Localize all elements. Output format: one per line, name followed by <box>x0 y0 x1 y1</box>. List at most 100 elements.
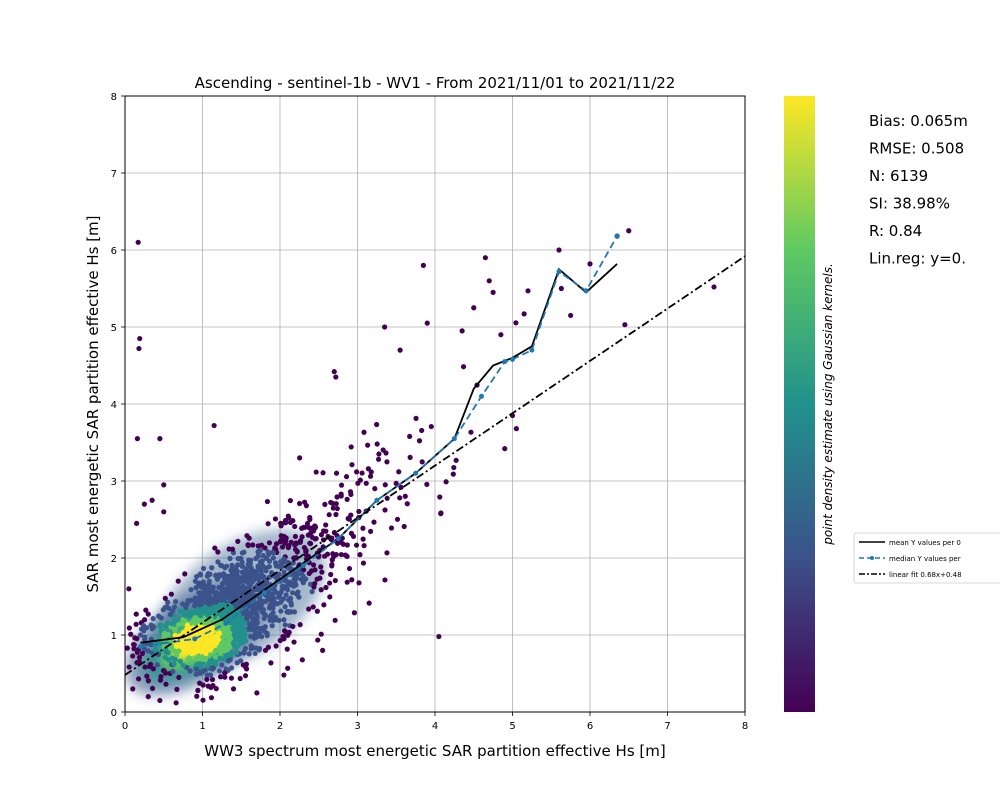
scatter-point <box>291 576 297 582</box>
scatter-point <box>326 512 332 518</box>
scatter-point <box>282 604 288 610</box>
scatter-point <box>282 622 288 628</box>
scatter-point <box>322 501 328 507</box>
scatter-point <box>322 553 328 559</box>
scatter-point <box>213 659 219 665</box>
scatter-point <box>265 521 271 527</box>
median-marker <box>374 497 380 503</box>
scatter-point <box>225 574 231 581</box>
median-marker <box>192 636 198 642</box>
scatter-point <box>278 523 284 529</box>
scatter-point <box>371 519 377 525</box>
scatter-point <box>222 674 228 680</box>
scatter-point <box>205 612 211 618</box>
scatter-point <box>382 577 388 583</box>
scatter-point <box>299 534 305 540</box>
scatter-point <box>513 320 519 326</box>
scatter-point <box>203 607 210 614</box>
scatter-point <box>279 586 285 593</box>
y-tick-label: 6 <box>111 246 117 257</box>
scatter-point <box>285 513 291 519</box>
scatter-point <box>283 629 289 635</box>
scatter-point <box>217 674 224 680</box>
scatter-point <box>312 536 318 542</box>
scatter-point <box>176 648 182 654</box>
scatter-point <box>266 551 272 558</box>
scatter-point-outlier <box>626 228 632 234</box>
scatter-point <box>217 668 223 674</box>
scatter-point <box>244 615 250 621</box>
stats-line: SI: 38.98% <box>869 195 950 213</box>
scatter-point <box>164 604 170 610</box>
scatter-point <box>162 654 168 661</box>
scatter-point <box>192 603 198 609</box>
scatter-point <box>128 631 134 637</box>
scatter-point <box>154 662 160 668</box>
scatter-point <box>287 497 294 504</box>
scatter-point <box>314 576 320 582</box>
scatter-point <box>199 582 206 588</box>
median-marker <box>262 590 267 596</box>
median-marker <box>300 563 306 569</box>
scatter-point <box>290 590 296 596</box>
stats-block: Bias: 0.065m RMSE: 0.508 N: 6139 SI: 38.98%… <box>869 112 968 268</box>
scatter-point <box>413 415 419 421</box>
scatter-point <box>338 551 344 558</box>
scatter-point <box>407 433 413 440</box>
scatter-point-outlier <box>230 686 237 692</box>
scatter-point <box>402 493 408 499</box>
scatter-point <box>173 599 179 605</box>
chart-title: Ascending - sentinel-1b - WV1 - From 202… <box>195 74 676 92</box>
scatter-point <box>304 520 311 527</box>
scatter-point <box>253 601 259 607</box>
scatter-point-outlier <box>424 320 430 326</box>
scatter-point <box>329 563 335 569</box>
scatter-point <box>241 648 247 655</box>
scatter-point <box>286 609 292 615</box>
scatter-point-outlier <box>482 255 488 261</box>
median-marker <box>479 393 484 399</box>
scatter-point <box>205 641 211 648</box>
scatter-point-outlier <box>130 686 136 692</box>
scatter-point <box>165 631 171 637</box>
scatter-point <box>356 580 362 586</box>
scatter-point <box>310 604 316 610</box>
scatter-point <box>300 580 306 586</box>
scatter-point <box>295 589 301 595</box>
scatter-point <box>281 569 287 575</box>
scatter-point <box>213 634 219 640</box>
scatter-point <box>332 577 338 584</box>
scatter-point <box>207 647 213 653</box>
scatter-point <box>182 618 188 624</box>
scatter-point <box>237 626 243 632</box>
scatter-point <box>176 674 182 680</box>
scatter-point <box>198 572 204 578</box>
x-tick-label: 2 <box>277 721 283 732</box>
scatter-point <box>335 540 341 546</box>
scatter-point <box>146 663 153 670</box>
scatter-point <box>235 538 241 544</box>
scatter-point <box>234 660 240 666</box>
scatter-point <box>204 676 210 683</box>
scatter-point <box>323 522 329 528</box>
scatter-point <box>250 542 256 548</box>
scatter-point <box>219 563 225 569</box>
scatter-point <box>167 611 173 618</box>
scatter-point <box>214 605 220 611</box>
scatter-point <box>346 565 353 572</box>
scatter-point-outlier <box>145 694 151 700</box>
median-marker <box>510 356 515 362</box>
legend-label: mean Y values per 0 <box>889 539 961 547</box>
scatter-point <box>258 571 265 578</box>
legend: mean Y values per 0 median Y values per li… <box>853 532 1000 584</box>
scatter-point <box>313 469 319 475</box>
scatter-point <box>184 648 190 654</box>
scatter-point <box>209 586 216 592</box>
scatter-point <box>279 561 285 567</box>
scatter-point-outlier <box>622 322 628 328</box>
scatter-point <box>332 617 338 623</box>
scatter-point <box>145 678 151 684</box>
scatter-point-outlier <box>161 482 167 488</box>
scatter-point <box>171 604 178 610</box>
scatter-point <box>171 661 177 667</box>
